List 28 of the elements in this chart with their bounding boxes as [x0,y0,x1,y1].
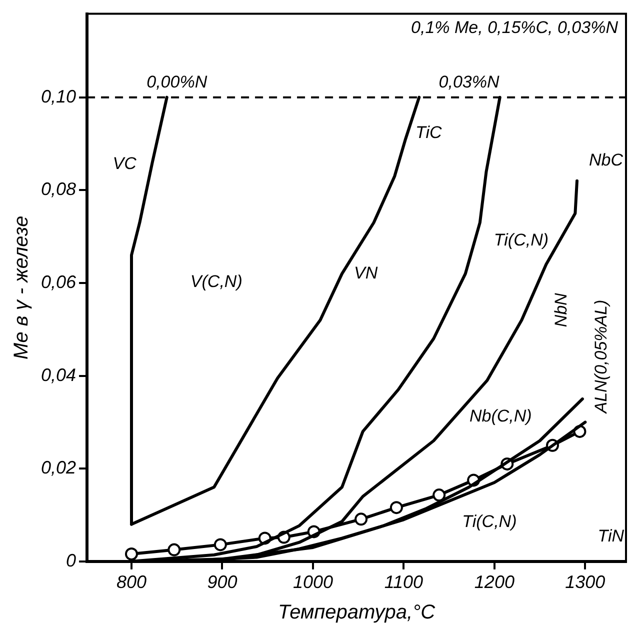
annotation: TiC [416,122,443,142]
annotation: VC [112,154,138,174]
y-tick-label: 0,02 [40,458,76,478]
x-tick-label: 1000 [292,572,333,592]
annotation: 0,1% Me, 0,15%C, 0,03%N [411,18,619,38]
x-tick-label: 1300 [565,572,606,592]
annotation: Ti(C,N) [462,512,517,532]
x-tick-label: 1200 [474,572,514,592]
annotation: ALN(0,05%AL) [591,300,610,414]
y-tick-label: 0,10 [40,86,76,106]
x-axis-title: Температура,°C [278,602,436,624]
annotation: TiN [598,526,625,546]
annotation: VN [354,263,378,282]
annotation: Nb(C,N) [469,406,532,426]
annotation: NbC [589,150,624,170]
annotation: V(C,N) [190,272,242,291]
y-tick-label: 0,06 [40,272,78,292]
annotation: Ti(C,N) [494,230,549,250]
annotation: NbN [551,292,570,328]
annotation: 0,00%N [146,72,208,92]
x-tick-label: 800 [116,572,147,592]
annotation: 0,03%N [438,72,500,92]
x-tick-label: 900 [207,572,238,592]
y-tick-label: 0,04 [40,364,76,385]
y-axis-title: Me в γ - железе [10,216,33,360]
x-tick-label: 1100 [384,572,424,592]
y-tick-label: 0,08 [40,179,76,200]
y-tick-label: 0 [66,550,76,570]
